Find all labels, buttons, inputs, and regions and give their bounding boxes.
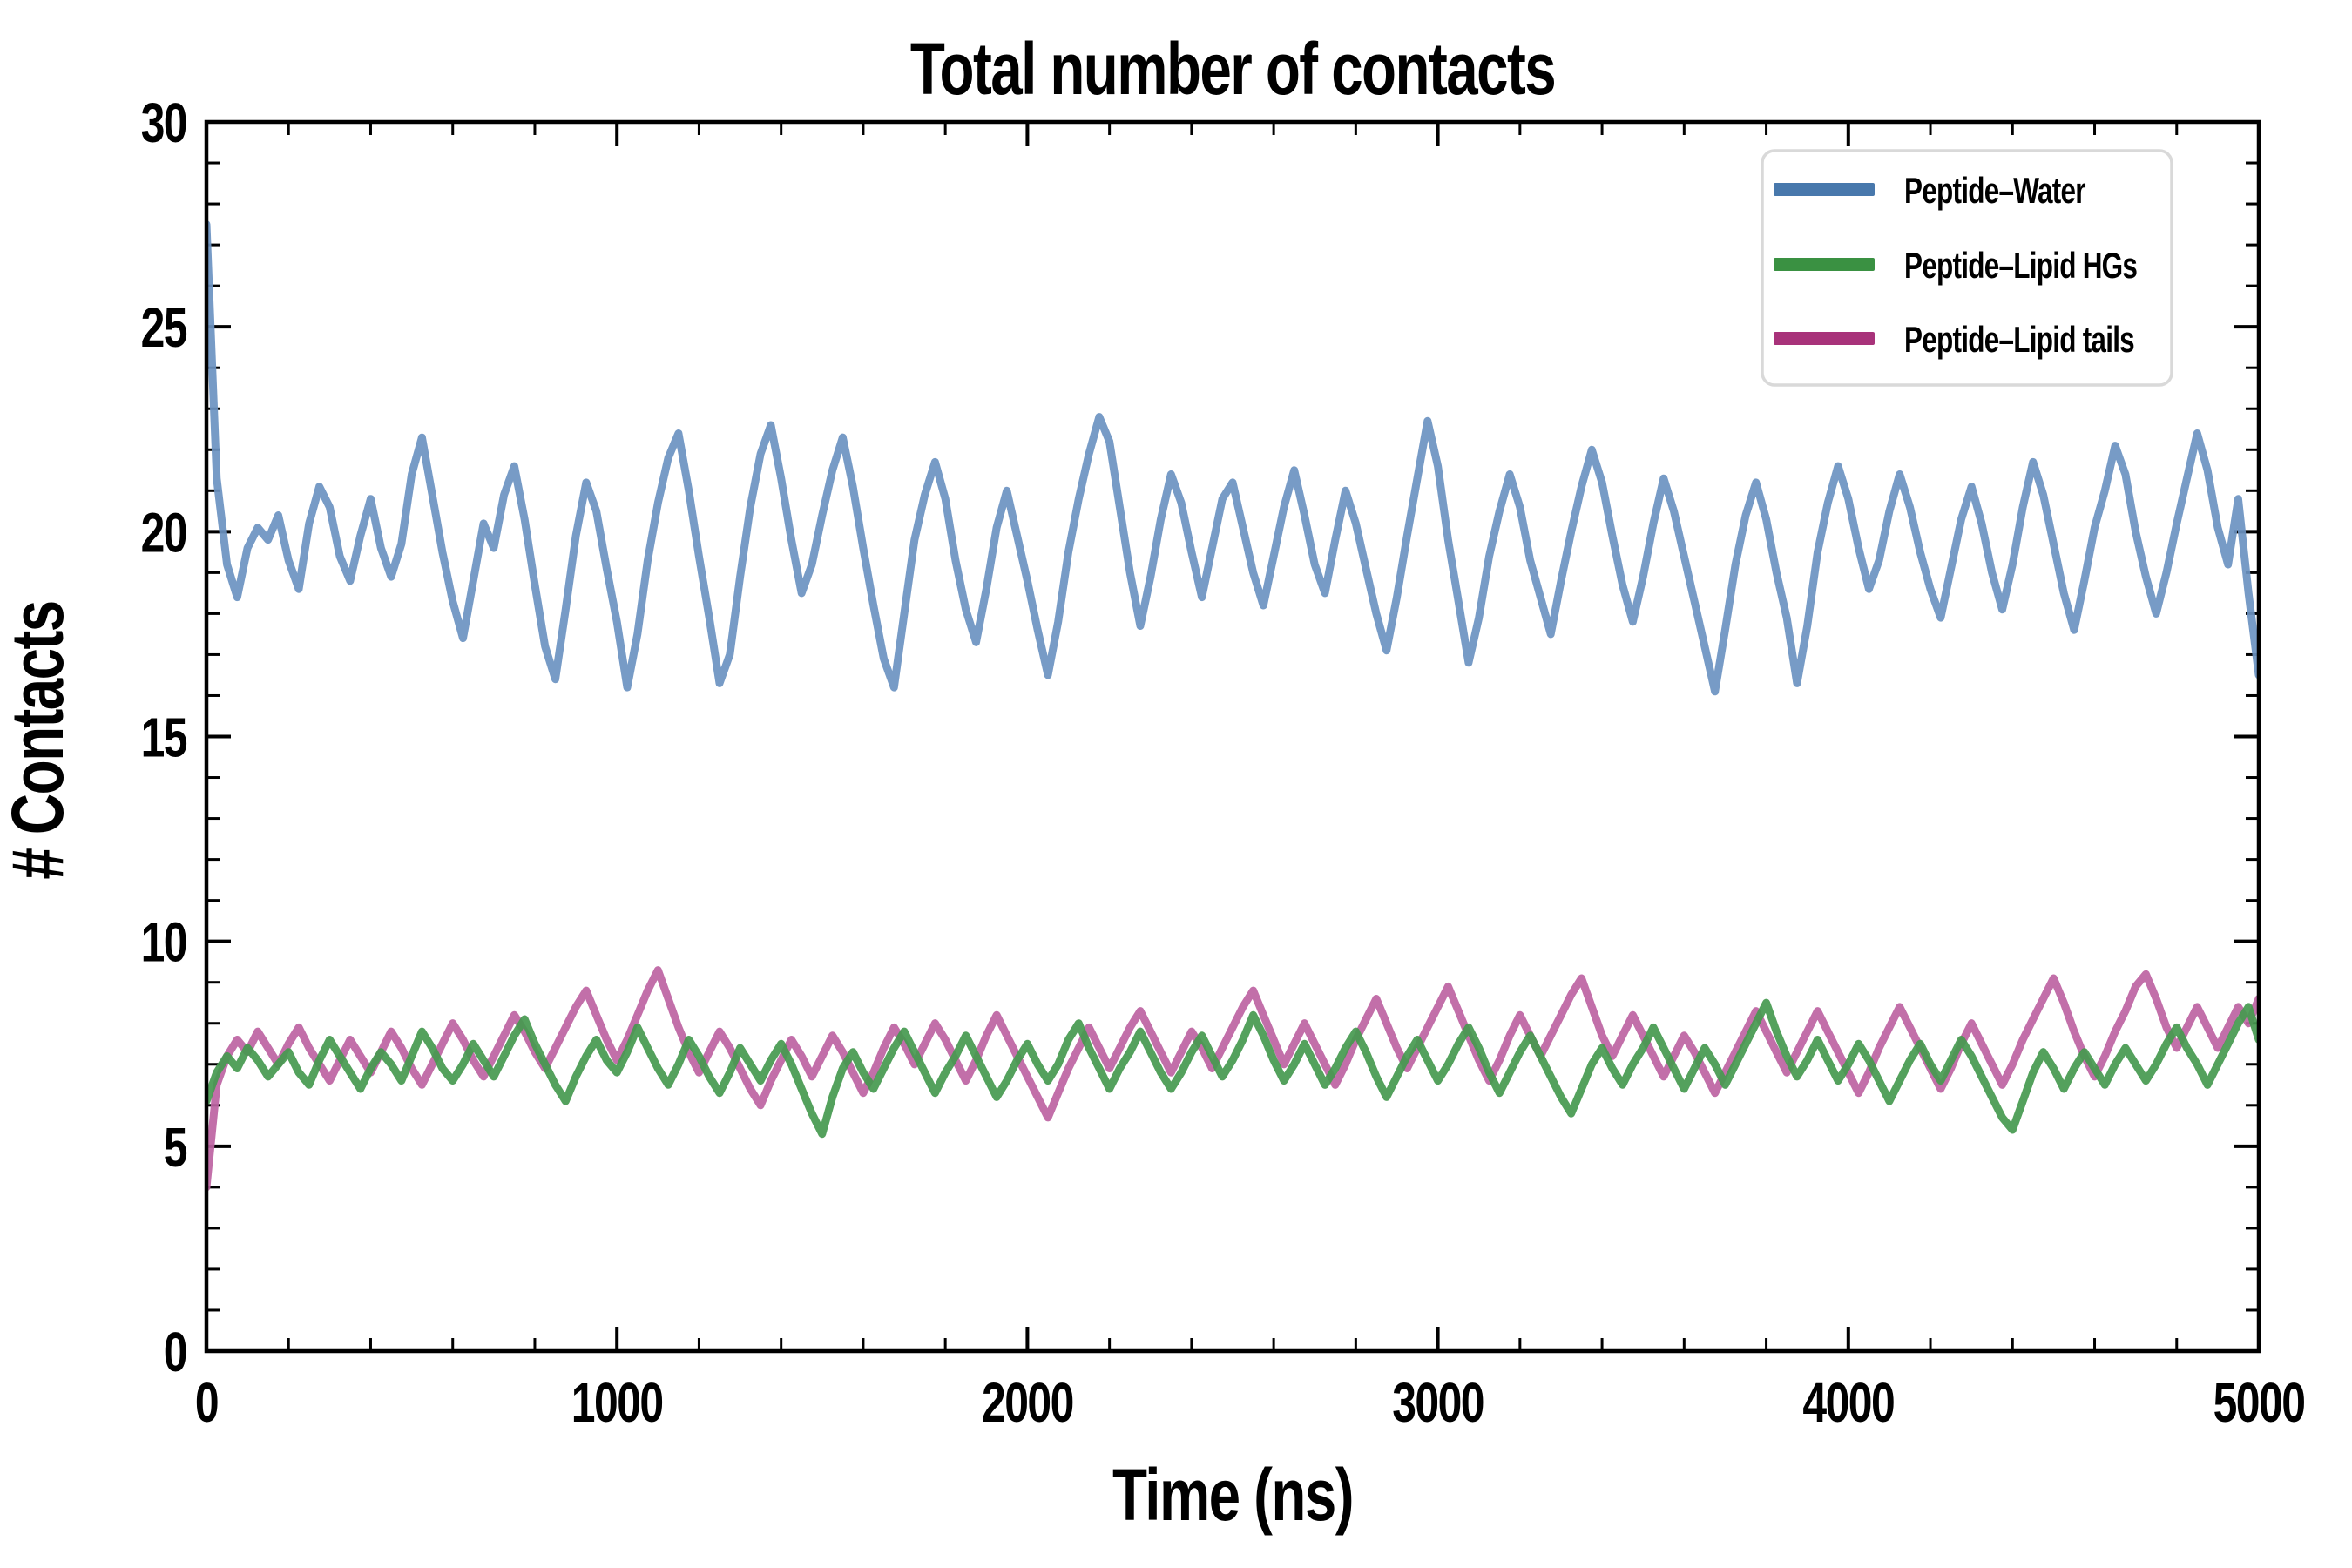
x-axis-label: Time (ns) — [1112, 1454, 1353, 1536]
y-tick-label: 25 — [141, 297, 187, 359]
legend-border — [1761, 149, 2173, 387]
legend-label-peptide-lipid-hgs: Peptide–Lipid HGs — [1904, 245, 2137, 287]
legend-swatch-peptide-lipid-hgs — [1774, 258, 1875, 271]
series-lines — [205, 220, 2261, 1192]
y-axis-label: # Contacts — [0, 601, 78, 879]
legend-label-peptide-water: Peptide–Water — [1904, 170, 2085, 212]
y-tick-label: 10 — [141, 912, 186, 974]
x-tick-label: 1000 — [571, 1372, 663, 1434]
tick-labels: 0 1000 2000 3000 4000 5000 0 5 10 15 20 25 30 — [141, 92, 2306, 1434]
y-tick-label: 30 — [141, 92, 186, 154]
legend-swatch-peptide-lipid-tails — [1774, 332, 1875, 345]
x-tick-label: 3000 — [1392, 1372, 1484, 1434]
plot-border — [204, 119, 2261, 1354]
x-tick-label: 0 — [195, 1372, 218, 1434]
y-tick-label: 5 — [164, 1117, 187, 1179]
legend: Peptide–Water Peptide–Lipid HGs Peptide–… — [1761, 149, 2173, 387]
series-line-peptide-lipid-tails — [205, 966, 2261, 1192]
y-tick-label: 15 — [141, 707, 187, 769]
x-tick-label: 4000 — [1802, 1372, 1894, 1434]
legend-swatch-peptide-water — [1774, 183, 1875, 196]
series-line-peptide-water — [205, 220, 2261, 696]
legend-label-peptide-lipid-tails: Peptide–Lipid tails — [1904, 319, 2134, 361]
x-tick-label: 2000 — [982, 1372, 1073, 1434]
y-tick-label: 0 — [164, 1321, 186, 1383]
chart-title: Total number of contacts — [910, 28, 1555, 110]
x-tick-label: 5000 — [2213, 1372, 2305, 1434]
series-line-peptide-lipid-hgs — [205, 998, 2261, 1139]
y-tick-label: 20 — [141, 502, 186, 564]
